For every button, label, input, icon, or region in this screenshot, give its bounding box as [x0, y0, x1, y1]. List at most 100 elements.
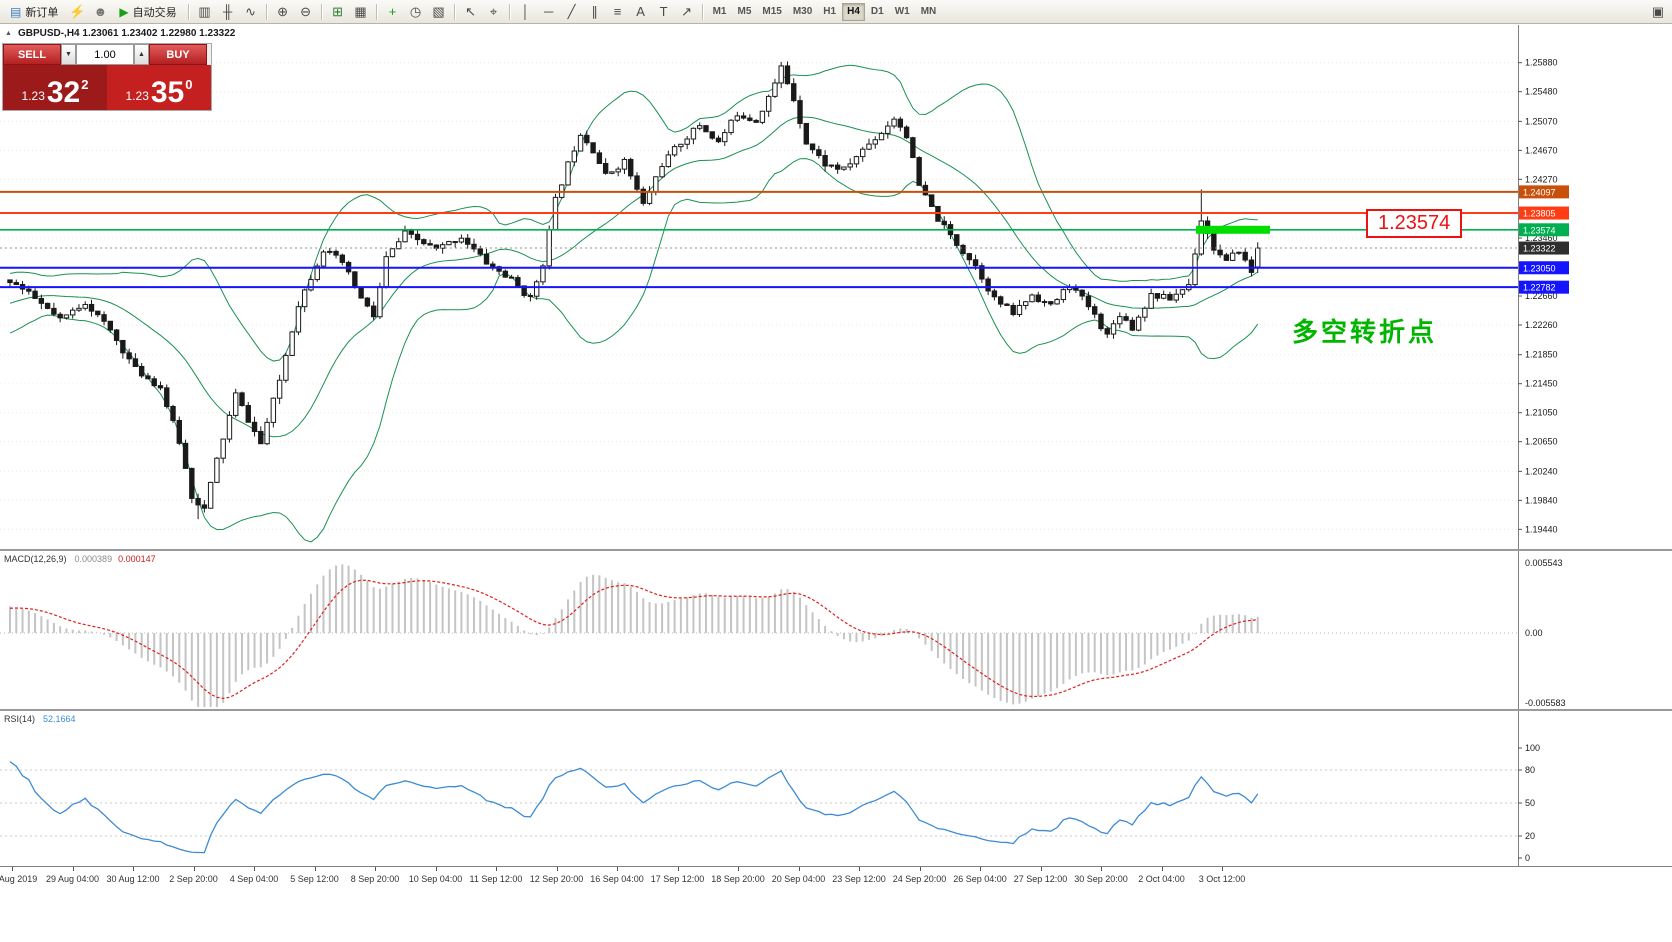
svg-text:1.21050: 1.21050 [1525, 408, 1558, 418]
svg-text:1.19440: 1.19440 [1525, 524, 1558, 534]
time-label: 11 Sep 12:00 [469, 874, 523, 884]
time-label: 18 Sep 20:00 [711, 874, 765, 884]
svg-text:1.23574: 1.23574 [1523, 225, 1556, 235]
line-chart-icon[interactable]: ∿ [240, 2, 262, 22]
sell-button[interactable]: SELL [3, 44, 61, 65]
zoom-in-icon[interactable]: ⊕ [272, 2, 294, 22]
time-tick [72, 867, 74, 871]
volume-decrease-button[interactable]: ▼ [61, 44, 76, 65]
svg-text:1.25480: 1.25480 [1525, 87, 1558, 97]
bollinger-upper-band [9, 64, 1258, 362]
svg-text:1.19840: 1.19840 [1525, 495, 1558, 505]
time-label: 2 Oct 04:00 [1138, 874, 1185, 884]
time-tick [254, 867, 255, 871]
candlestick-series [7, 61, 1261, 520]
time-label: 3 Oct 12:00 [1198, 874, 1246, 884]
trendline-icon[interactable]: ╱ [561, 2, 583, 22]
macd-signal-value: 0.000147 [118, 554, 156, 564]
top-toolbar: ▤ 新订单 ⚡ ☻ ▶ 自动交易 ▥ ╫ ∿ ⊕ ⊖ ⊞ ▦ + ◷ ▧ ↖ ⌖ │ ─ ╱ ∥ ≡ A T ↗ M1 M5 M15 M3… [0, 0, 1672, 24]
time-tick [1161, 867, 1163, 871]
time-tick [314, 867, 316, 871]
timeframe-w1[interactable]: W1 [890, 3, 915, 21]
autotrading-button-label: 自动交易 [132, 6, 177, 19]
zoom-out-icon[interactable]: ⊖ [295, 2, 317, 22]
rsi-indicator-label: RSI(14) 52.1664 [4, 714, 76, 724]
chart-canvas[interactable]: 1.25880 1.25480 1.25070 1.24670 1.24270 1.234… [0, 25, 1672, 866]
new-order-button[interactable]: ▤ 新订单 [3, 2, 65, 22]
panel-toggle-icon[interactable]: ▣ [1647, 2, 1669, 22]
rsi-value: 52.1664 [43, 714, 76, 724]
lightning-icon[interactable]: ⚡ [66, 2, 88, 22]
timeframe-d1[interactable]: D1 [866, 3, 889, 21]
toolbar-separator [187, 3, 190, 20]
timeframe-h1[interactable]: H1 [818, 3, 841, 21]
time-tick [859, 867, 860, 871]
tile-windows-icon[interactable]: ⊞ [327, 2, 349, 22]
volume-input[interactable] [76, 44, 134, 65]
time-label: 8 Sep 20:00 [350, 874, 400, 884]
crosshair-icon[interactable]: ⌖ [483, 2, 505, 22]
profile-icon[interactable]: ☻ [89, 2, 111, 22]
svg-text:1.23805: 1.23805 [1523, 209, 1556, 219]
indicators-icon[interactable]: + [382, 2, 404, 22]
horizontal-line-icon[interactable]: ─ [538, 2, 560, 22]
channel-icon[interactable]: ∥ [584, 2, 606, 22]
buy-price-display[interactable]: 1.23 35 0 [107, 65, 211, 110]
time-tick [556, 867, 558, 871]
text-label-icon[interactable]: T [653, 2, 675, 22]
time-label: 27 Sep 12:00 [1013, 874, 1068, 884]
vertical-line-icon[interactable]: │ [515, 2, 537, 22]
time-axis[interactable]: 27 Aug 2019 29 Aug 04:00 30 Aug 12:00 2 Sep… [0, 866, 1672, 895]
time-label: 10 Sep 04:00 [408, 874, 463, 884]
price-axis[interactable]: 1.25880 1.25480 1.25070 1.24670 1.24270 1.234… [1518, 58, 1569, 863]
timeframe-m1[interactable]: M1 [708, 3, 732, 21]
svg-text:1.24097: 1.24097 [1523, 187, 1556, 197]
svg-text:0.00: 0.00 [1525, 628, 1543, 638]
time-tick [375, 867, 376, 871]
time-label: 17 Sep 12:00 [650, 874, 705, 884]
timeframe-h4[interactable]: H4 [842, 2, 865, 21]
time-tick [617, 867, 618, 871]
one-click-trading-panel: SELL ▼ ▲ BUY 1.23 32 2 1.23 35 0 [2, 43, 212, 111]
time-tick [1101, 867, 1102, 871]
candlestick-chart-icon[interactable]: ╫ [217, 2, 239, 22]
svg-text:1.20650: 1.20650 [1525, 437, 1558, 447]
time-label: 30 Aug 12:00 [106, 874, 160, 884]
rsi-line [9, 761, 1259, 854]
arrows-icon[interactable]: ↗ [676, 2, 698, 22]
time-tick [798, 867, 800, 871]
cursor-icon[interactable]: ↖ [460, 2, 482, 22]
fibonacci-icon[interactable]: ≡ [607, 2, 629, 22]
collapse-arrow-icon[interactable]: ▲ [5, 30, 12, 37]
svg-text:1.23050: 1.23050 [1523, 263, 1556, 273]
buy-price-digits: 35 [150, 76, 185, 109]
time-tick [435, 867, 437, 871]
macd-signal-line [9, 579, 1258, 699]
macd-indicator-label: MACD(12,26,9) 0.000389 0.000147 [4, 554, 156, 564]
svg-text:0: 0 [1525, 853, 1530, 863]
time-label: 30 Sep 20:00 [1074, 874, 1128, 884]
svg-text:1.25070: 1.25070 [1525, 116, 1558, 126]
bar-chart-icon[interactable]: ▥ [194, 2, 216, 22]
timeframe-mn[interactable]: MN [916, 3, 942, 21]
time-label: 20 Sep 04:00 [771, 874, 826, 884]
time-tick [496, 867, 497, 871]
svg-text:1.21450: 1.21450 [1525, 379, 1558, 389]
buy-button[interactable]: BUY [149, 44, 207, 65]
time-tick [133, 867, 134, 871]
volume-increase-button[interactable]: ▲ [134, 44, 149, 65]
autotrading-button[interactable]: ▶ 自动交易 [112, 2, 183, 22]
toolbar-separator [508, 3, 511, 20]
timeframe-m30[interactable]: M30 [788, 3, 817, 21]
periods-icon[interactable]: ◷ [405, 2, 427, 22]
time-label: 5 Sep 12:00 [290, 874, 339, 884]
highlight-bar-object[interactable] [1196, 225, 1270, 234]
timeframe-m15[interactable]: M15 [757, 3, 786, 21]
buy-price-pip: 0 [185, 77, 193, 92]
text-icon[interactable]: A [630, 2, 652, 22]
templates-icon[interactable]: ▧ [428, 2, 450, 22]
sell-price-display[interactable]: 1.23 32 2 [3, 65, 107, 110]
svg-text:1.24670: 1.24670 [1525, 145, 1558, 155]
new-chart-icon[interactable]: ▦ [350, 2, 372, 22]
timeframe-m5[interactable]: M5 [732, 3, 756, 21]
